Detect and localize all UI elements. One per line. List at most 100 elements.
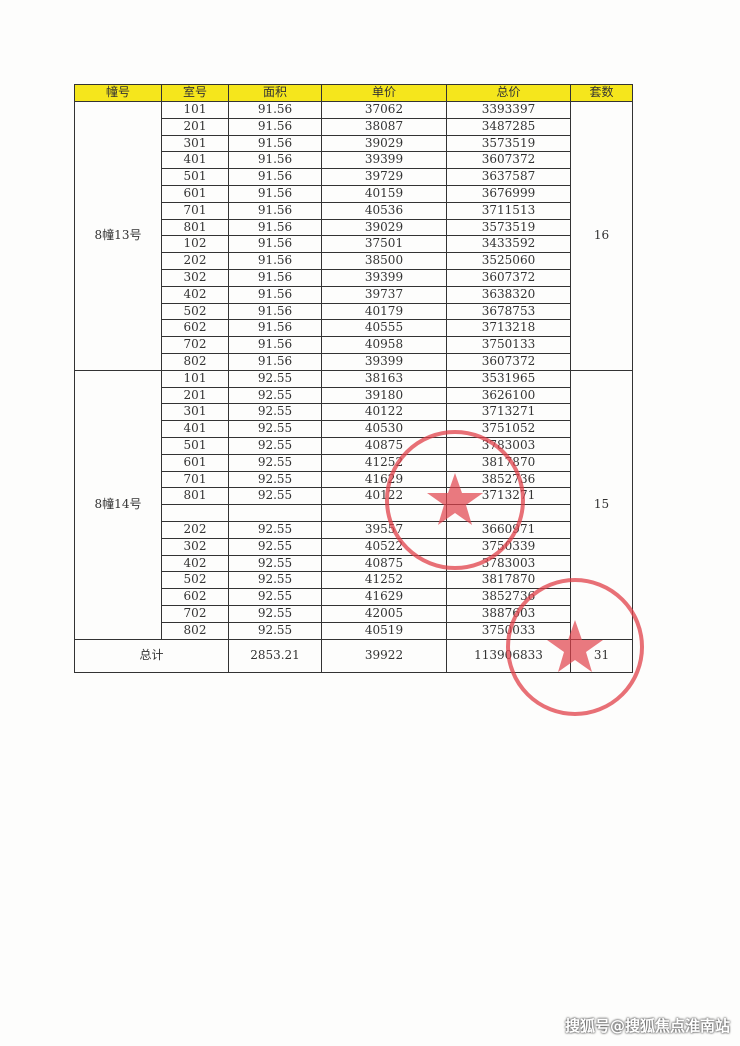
total-price-cell: 3678753 xyxy=(446,302,571,321)
unit-price-cell: 38087 xyxy=(321,117,447,136)
total-price-cell: 3713271 xyxy=(446,487,571,506)
room-cell: 201 xyxy=(161,386,229,405)
table-row: 501 91.56 39729 3637587 xyxy=(75,168,633,186)
total-price-cell: 3783003 xyxy=(446,554,571,573)
total-price-cell: 3817870 xyxy=(446,571,571,590)
unit-price-cell: 41629 xyxy=(321,470,447,489)
total-price-cell: 3573519 xyxy=(446,134,571,153)
total-price-cell: 3573519 xyxy=(446,218,571,237)
room-cell: 202 xyxy=(161,252,229,270)
unit-price-cell: 40179 xyxy=(321,302,447,321)
area-cell: 91.56 xyxy=(228,218,322,237)
room-cell: 702 xyxy=(161,336,229,354)
area-cell: 91.56 xyxy=(228,302,322,321)
header-unit-price: 单价 xyxy=(321,84,447,102)
area-cell: 92.55 xyxy=(228,453,322,472)
room-cell: 801 xyxy=(161,487,229,506)
unit-price-cell: 37062 xyxy=(321,101,447,119)
total-unit-price: 39922 xyxy=(321,638,447,673)
table-row: 601 91.56 40159 3676999 xyxy=(75,184,633,203)
unit-price-cell: 42005 xyxy=(321,604,447,623)
total-row: 总计 2853.21 39922 113906833 31 xyxy=(74,638,633,673)
unit-price-cell: 41252 xyxy=(321,453,447,472)
area-cell: 91.56 xyxy=(228,319,322,338)
area-cell: 91.56 xyxy=(228,168,322,186)
building-cell: 8幢13号 xyxy=(74,101,162,371)
total-price-cell: 3852736 xyxy=(446,470,571,489)
header-row: 幢号 室号 面积 单价 总价 套数 xyxy=(74,84,633,102)
header-room: 室号 xyxy=(161,84,229,102)
room-cell: 402 xyxy=(161,554,229,573)
unit-price-cell: 39029 xyxy=(321,218,447,237)
unit-price-cell: 40159 xyxy=(321,184,447,203)
total-price-cell: 3676999 xyxy=(446,184,571,203)
total-price-cell: 3637587 xyxy=(446,168,571,186)
room-cell: 102 xyxy=(161,235,229,254)
room-cell: 701 xyxy=(161,470,229,489)
area-cell: 92.55 xyxy=(228,571,322,590)
area-cell: 91.56 xyxy=(228,201,322,220)
area-cell: 91.56 xyxy=(228,235,322,254)
area-cell: 92.55 xyxy=(228,621,322,640)
room-cell: 301 xyxy=(161,134,229,153)
unit-price-cell: 40536 xyxy=(321,201,447,220)
room-cell: 502 xyxy=(161,302,229,321)
total-area: 2853.21 xyxy=(228,638,322,673)
unit-price-cell: 39737 xyxy=(321,285,447,304)
area-cell: 91.56 xyxy=(228,134,322,153)
room-cell: 501 xyxy=(161,168,229,186)
total-price-cell: 3751052 xyxy=(446,420,571,438)
table-row: 701 91.56 40536 3711513 xyxy=(75,201,633,220)
unit-price-cell: 39180 xyxy=(321,386,447,405)
unit-price-cell: 41252 xyxy=(321,571,447,590)
total-price-cell: 3783003 xyxy=(446,436,571,455)
unit-price-cell: 39399 xyxy=(321,268,447,287)
table-row: 401 91.56 39399 3607372 xyxy=(75,151,633,170)
total-price-cell: 3607372 xyxy=(446,268,571,287)
room-cell: 802 xyxy=(161,352,229,371)
header-building: 幢号 xyxy=(74,84,162,102)
unit-price-cell: 40555 xyxy=(321,319,447,338)
unit-price-cell: 39399 xyxy=(321,352,447,371)
room-cell: 401 xyxy=(161,420,229,438)
total-price: 113906833 xyxy=(446,638,571,673)
header-total-price: 总价 xyxy=(446,84,571,102)
total-price-cell: 3660971 xyxy=(446,520,571,539)
total-price-cell: 3713271 xyxy=(446,403,571,422)
area-cell: 92.55 xyxy=(228,537,322,556)
total-price-cell: 3393397 xyxy=(446,101,571,119)
unit-price-cell: 40958 xyxy=(321,336,447,354)
watermark: 搜狐号@搜狐焦点淮南站 xyxy=(564,1017,730,1035)
room-cell: 601 xyxy=(161,184,229,203)
room-cell: 802 xyxy=(161,621,229,640)
unit-price-cell: 40522 xyxy=(321,537,447,556)
table-row: 702 91.56 40958 3750133 xyxy=(75,336,633,354)
room-cell: 502 xyxy=(161,571,229,590)
room-cell xyxy=(161,504,229,522)
table-row: 302 91.56 39399 3607372 xyxy=(75,268,633,287)
unit-price-cell: 40122 xyxy=(321,487,447,506)
header-count: 套数 xyxy=(570,84,633,102)
total-price-cell xyxy=(446,504,571,522)
total-price-cell: 3750133 xyxy=(446,336,571,354)
area-cell: 91.56 xyxy=(228,352,322,371)
area-cell: 92.55 xyxy=(228,588,322,606)
total-count: 31 xyxy=(570,638,633,673)
room-cell: 401 xyxy=(161,151,229,170)
area-cell: 91.56 xyxy=(228,268,322,287)
unit-price-cell: 40519 xyxy=(321,621,447,640)
total-price-cell: 3531965 xyxy=(446,369,571,388)
area-cell: 92.55 xyxy=(228,554,322,573)
area-cell: 92.55 xyxy=(228,436,322,455)
room-cell: 602 xyxy=(161,319,229,338)
area-cell: 92.55 xyxy=(228,470,322,489)
unit-price-cell: 40530 xyxy=(321,420,447,438)
room-cell: 201 xyxy=(161,117,229,136)
room-cell: 602 xyxy=(161,588,229,606)
area-cell: 92.55 xyxy=(228,403,322,422)
area-cell: 91.56 xyxy=(228,285,322,304)
area-cell: 91.56 xyxy=(228,336,322,354)
total-price-cell: 3750033 xyxy=(446,621,571,640)
total-price-cell: 3711513 xyxy=(446,201,571,220)
area-cell: 91.56 xyxy=(228,151,322,170)
